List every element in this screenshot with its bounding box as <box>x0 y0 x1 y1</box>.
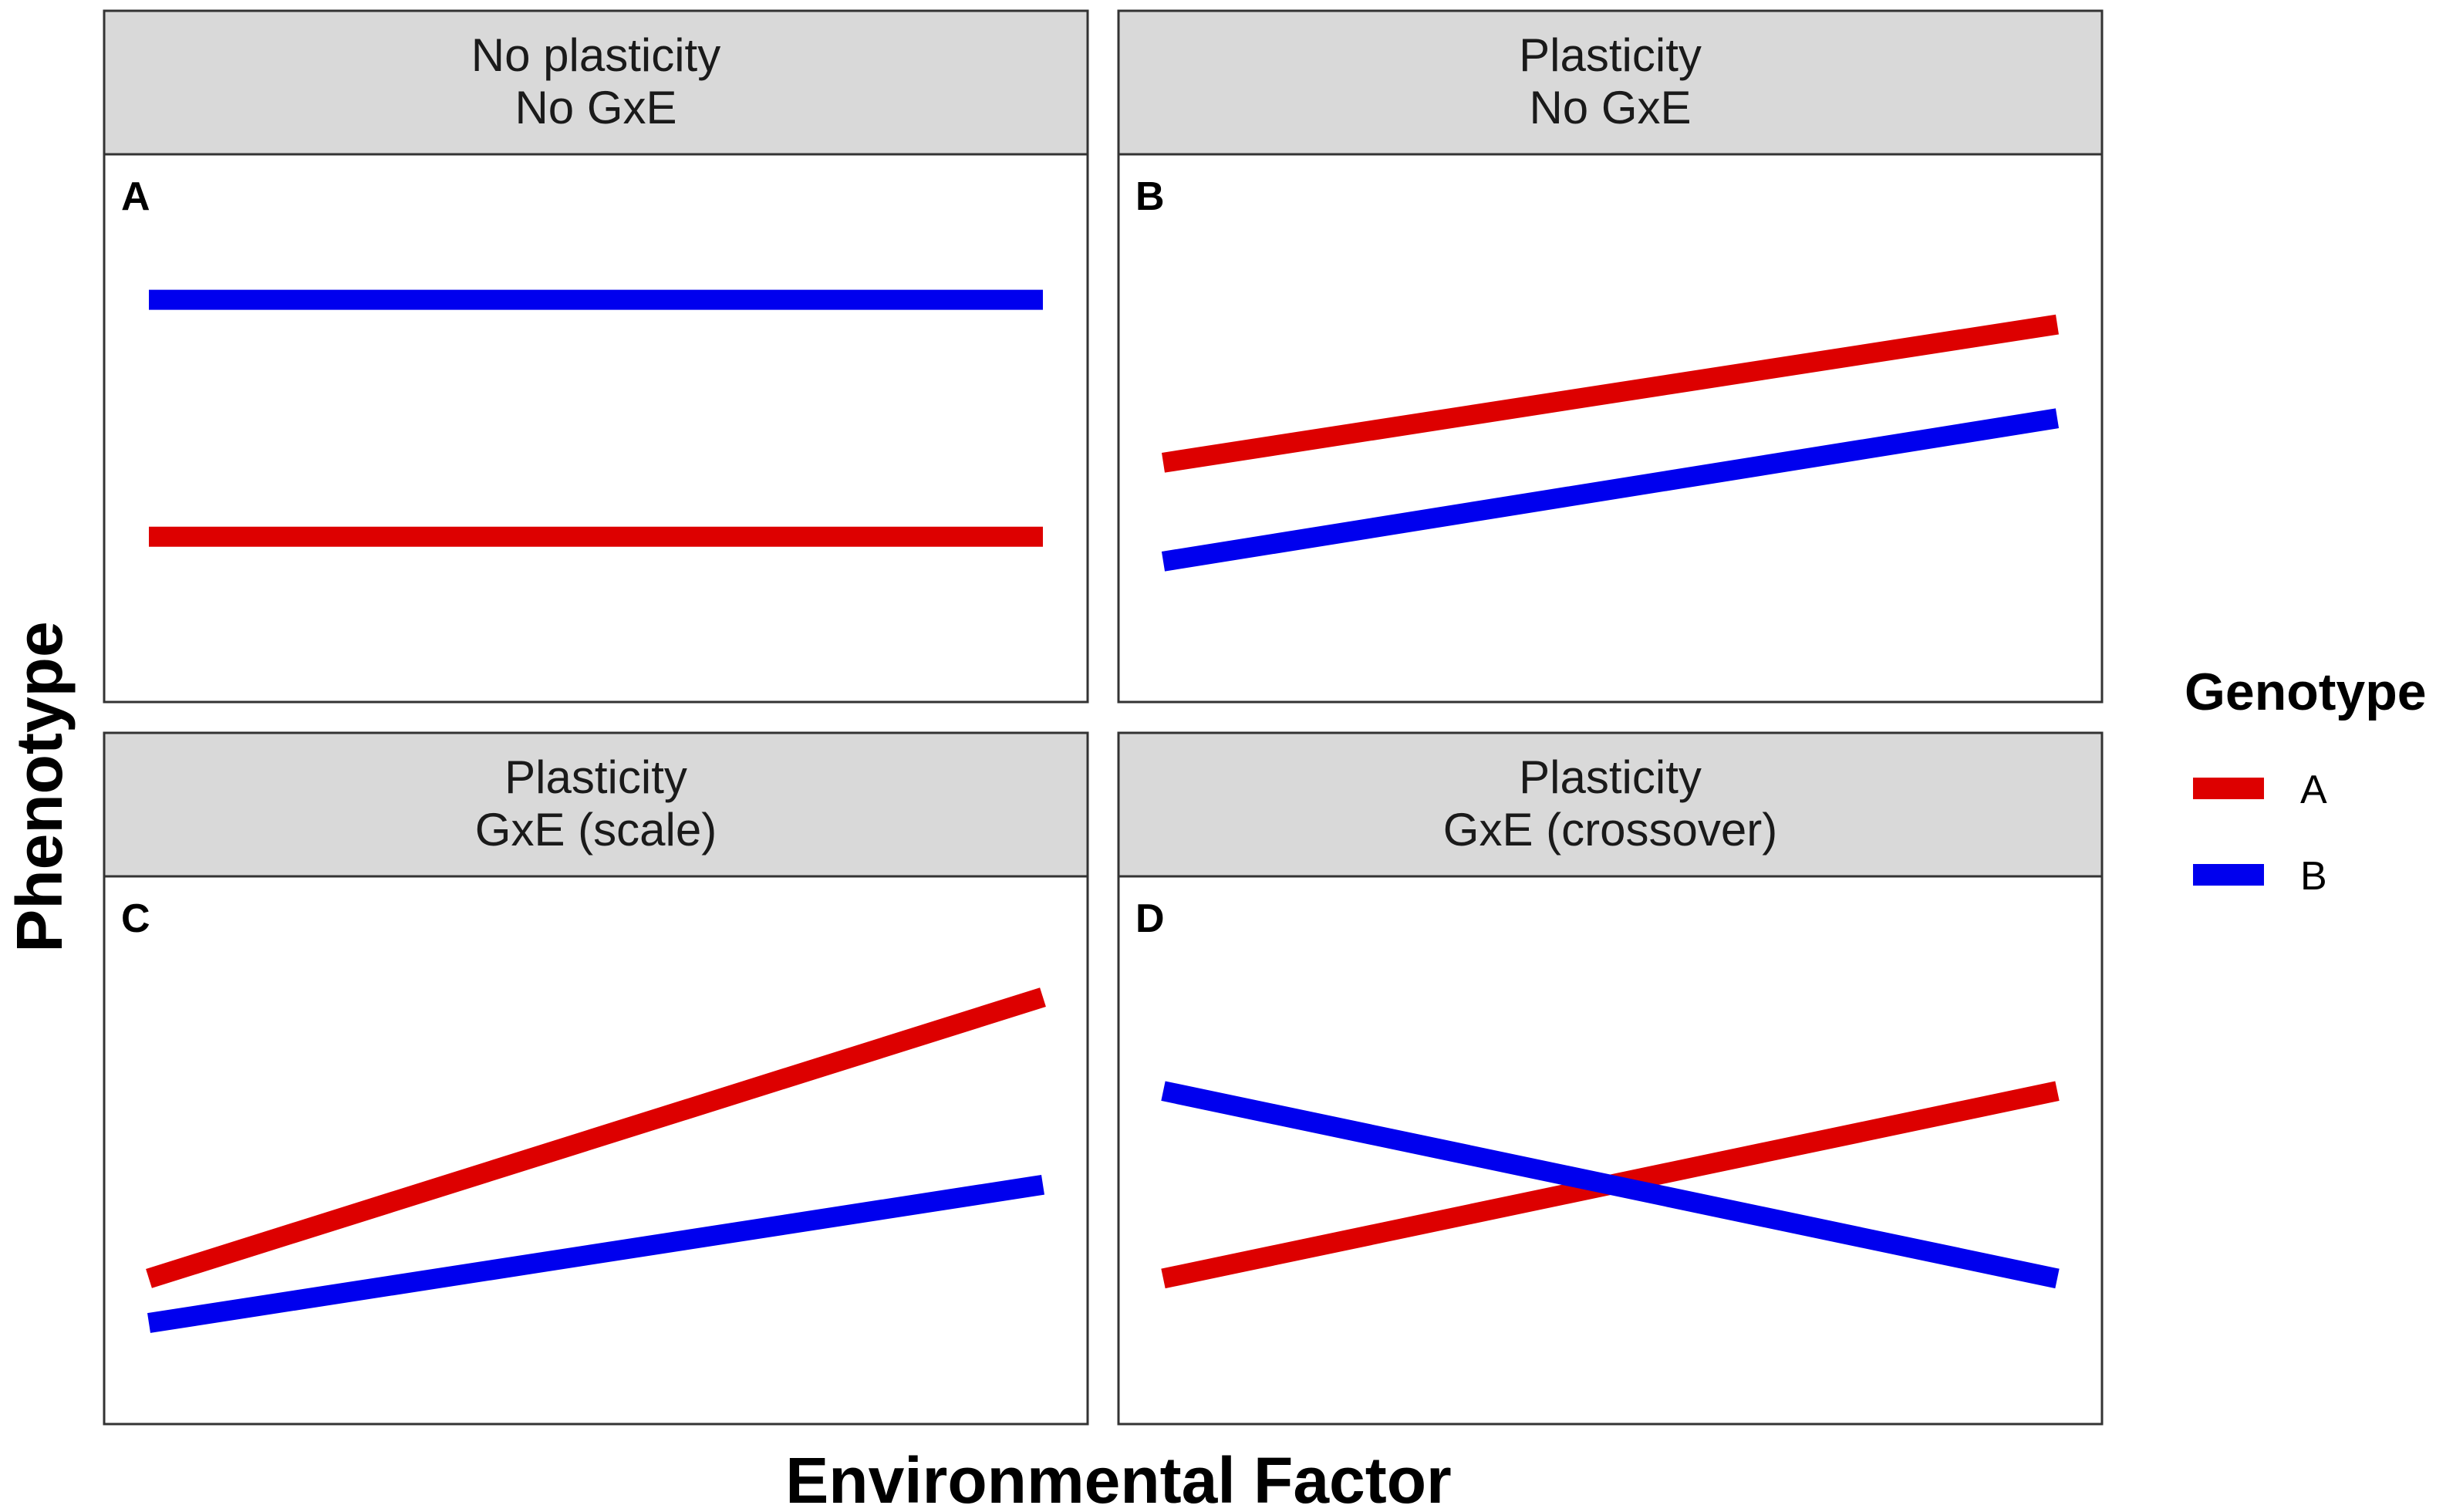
legend-label-a: A <box>2300 768 2327 812</box>
series-line-b <box>1161 1081 2060 1289</box>
strip-label: Plasticity <box>504 751 687 803</box>
legend-entries: AB <box>2193 768 2327 899</box>
strip-background <box>103 731 1089 878</box>
strip-background <box>1117 731 2104 878</box>
panel-tag: D <box>1135 896 1165 941</box>
panel-tag: B <box>1135 174 1165 219</box>
series-line-a <box>146 987 1046 1288</box>
strip-label: No GxE <box>515 82 676 133</box>
series-line-b <box>1161 408 2060 572</box>
panel-tag: A <box>121 174 150 219</box>
legend: Genotype AB <box>2185 663 2427 899</box>
strip-label: GxE (crossover) <box>1443 804 1777 856</box>
series-line-a <box>1162 314 2059 473</box>
panel-tag: C <box>121 896 150 941</box>
legend-title: Genotype <box>2185 663 2427 721</box>
strip-background <box>103 9 1089 156</box>
strip-label: Plasticity <box>1519 29 1702 81</box>
strip-label: Plasticity <box>1519 751 1702 803</box>
series-line-b <box>147 1174 1044 1333</box>
strip-background <box>1117 9 2104 156</box>
strip-label: No GxE <box>1529 82 1691 133</box>
legend-label-b: B <box>2300 854 2327 899</box>
x-axis-title: Environmental Factor <box>785 1444 1452 1512</box>
strip-label: No plasticity <box>471 29 720 81</box>
y-axis-title: Phenotype <box>3 621 76 952</box>
plot-area <box>103 875 1089 1426</box>
plot-area <box>103 153 1089 704</box>
strip-label: GxE (scale) <box>475 804 717 856</box>
plot-area <box>1117 875 2104 1426</box>
